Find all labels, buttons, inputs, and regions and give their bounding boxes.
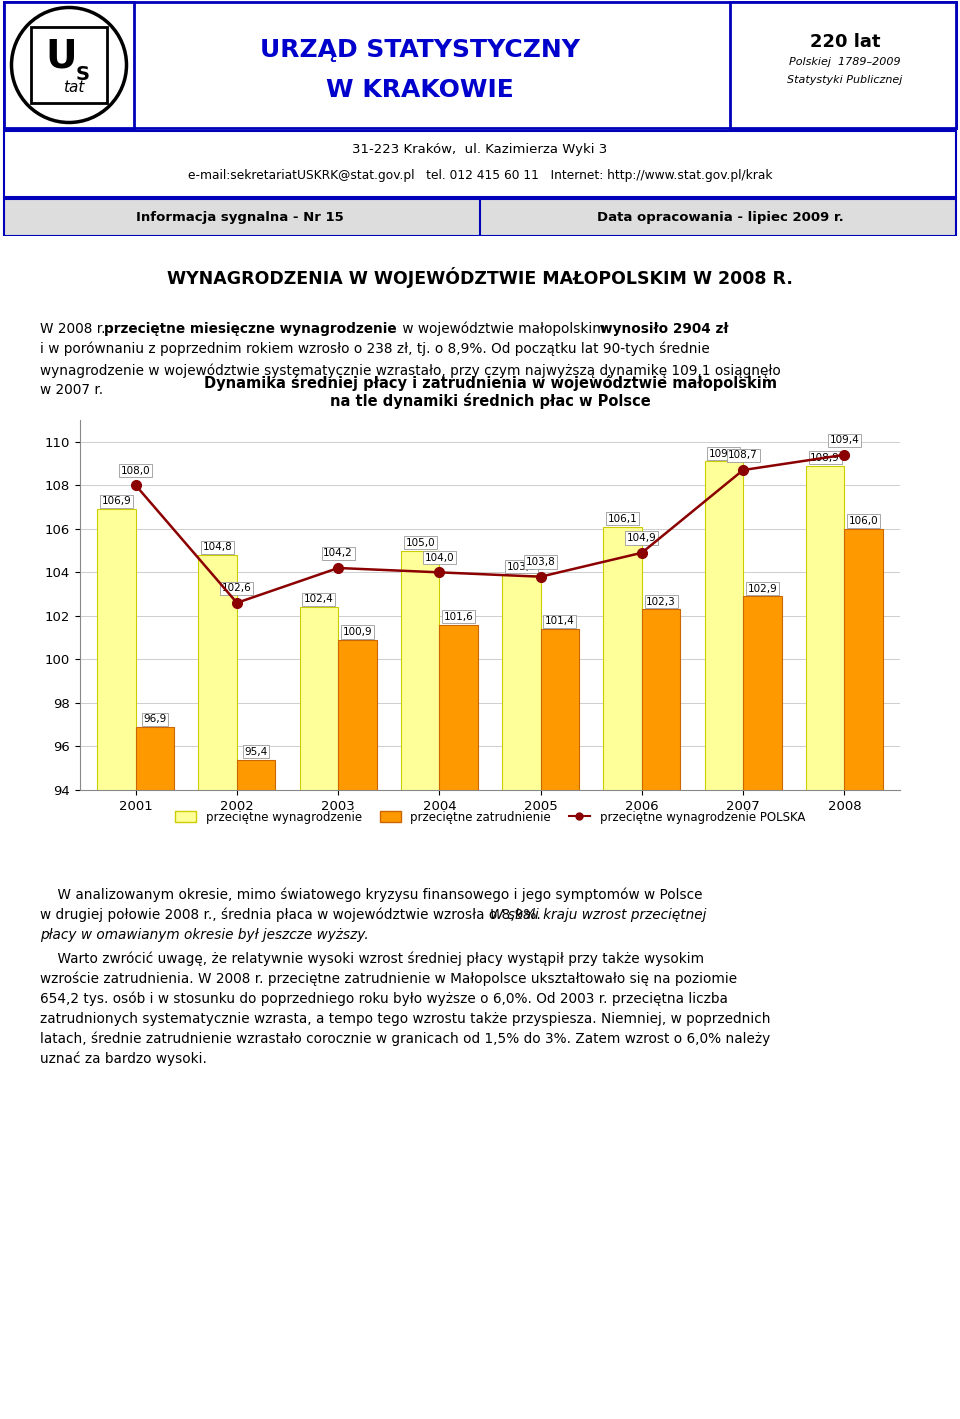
Text: W 2008 r.: W 2008 r. [40,322,109,336]
Bar [743,596,781,1419]
Text: 108,7: 108,7 [729,450,758,460]
Text: w województwie małopolskim: w województwie małopolskim [398,322,611,336]
Text: wzroście zatrudnienia. W 2008 r. przeciętne zatrudnienie w Małopolsce ukształtow: wzroście zatrudnienia. W 2008 r. przecię… [40,972,737,986]
Bar [604,526,642,1419]
Text: wynosiło 2904 zł: wynosiło 2904 zł [600,322,729,336]
Bar [199,555,237,1419]
Text: przeciętne miesięczne wynagrodzenie: przeciętne miesięczne wynagrodzenie [104,322,396,336]
Bar [31,27,107,104]
Bar [4,1,134,128]
Text: W analizowanym okresie, mimo światowego kryzysu finansowego i jego symptomów w P: W analizowanym okresie, mimo światowego … [40,888,703,902]
Bar [705,461,743,1419]
Bar [730,1,956,128]
Bar [401,551,440,1419]
Bar [237,759,276,1419]
Legend: przeciętne wynagrodzenie, przeciętne zatrudnienie, przeciętne wynagrodzenie POLS: przeciętne wynagrodzenie, przeciętne zat… [171,806,809,829]
Bar [338,640,376,1419]
Bar [300,607,338,1419]
Bar [440,624,478,1419]
Text: 101,4: 101,4 [545,616,575,626]
Text: 105,0: 105,0 [405,538,435,548]
Text: 101,6: 101,6 [444,612,473,622]
Text: 31-223 Kraków,  ul. Kazimierza Wyki 3: 31-223 Kraków, ul. Kazimierza Wyki 3 [352,143,608,156]
Text: 102,9: 102,9 [748,583,778,593]
Text: U: U [45,38,77,77]
Text: 96,9: 96,9 [143,714,166,724]
Text: Polskiej  1789–2009: Polskiej 1789–2009 [789,57,900,67]
Bar [502,575,540,1419]
Text: W KRAKOWIE: W KRAKOWIE [326,78,514,102]
Bar [97,509,135,1419]
Text: 95,4: 95,4 [245,746,268,756]
Text: Statystyki Publicznej: Statystyki Publicznej [787,75,902,85]
Text: e-mail:sekretariatUSKRK@stat.gov.pl   tel. 012 415 60 11   Internet: http://www.: e-mail:sekretariatUSKRK@stat.gov.pl tel.… [188,169,772,183]
Bar [845,529,883,1419]
Text: 103,9: 103,9 [507,562,537,572]
Bar [540,629,579,1419]
Text: tat: tat [63,79,84,95]
Text: zatrudnionych systematycznie wzrasta, a tempo tego wzrostu także przyspiesza. Ni: zatrudnionych systematycznie wzrasta, a … [40,1012,771,1026]
Text: wynagrodzenie w województwie systematycznie wzrastało, przy czym najwyższą dynam: wynagrodzenie w województwie systematycz… [40,363,780,377]
Text: 108,0: 108,0 [121,465,151,475]
Text: w 2007 r.: w 2007 r. [40,383,103,397]
Text: W skali kraju wzrost przeciętnej: W skali kraju wzrost przeciętnej [490,908,707,922]
Text: Data opracowania - lipiec 2009 r.: Data opracowania - lipiec 2009 r. [596,210,844,224]
Bar [805,465,845,1419]
Text: 108,9: 108,9 [810,453,840,463]
Text: 109,1: 109,1 [709,448,739,458]
Text: 654,2 tys. osób i w stosunku do poprzedniego roku było wyższe o 6,0%. Od 2003 r.: 654,2 tys. osób i w stosunku do poprzedn… [40,992,728,1006]
Text: 106,1: 106,1 [608,514,637,524]
Text: 109,4: 109,4 [829,436,859,446]
Text: Informacja sygnalna - Nr 15: Informacja sygnalna - Nr 15 [136,210,344,224]
Bar [642,609,681,1419]
Text: 102,4: 102,4 [304,595,334,604]
Text: w drugiej połowie 2008 r., średnia płaca w województwie wzrosła o 8,9%.: w drugiej połowie 2008 r., średnia płaca… [40,908,545,922]
Text: latach, średnie zatrudnienie wzrastało corocznie w granicach od 1,5% do 3%. Zate: latach, średnie zatrudnienie wzrastało c… [40,1032,770,1046]
Bar [135,727,174,1419]
Text: 102,6: 102,6 [222,583,252,593]
Text: 103,8: 103,8 [526,558,556,568]
Text: 102,3: 102,3 [646,596,676,606]
Text: 104,2: 104,2 [324,548,353,558]
Text: 106,0: 106,0 [849,517,878,526]
Text: 104,9: 104,9 [627,534,657,543]
Text: 220 lat: 220 lat [809,33,880,51]
Text: S: S [76,65,90,85]
Text: Warto zwrócić uwagę, że relatywnie wysoki wzrost średniej płacy wystąpił przy ta: Warto zwrócić uwagę, że relatywnie wysok… [40,952,704,966]
Text: WYNAGRODZENIA W WOJEWÓDZTWIE MAŁOPOLSKIM W 2008 R.: WYNAGRODZENIA W WOJEWÓDZTWIE MAŁOPOLSKIM… [167,268,793,288]
Text: 104,8: 104,8 [203,542,232,552]
Text: 104,0: 104,0 [424,552,454,562]
Ellipse shape [12,7,127,122]
Text: i w porównaniu z poprzednim rokiem wzrosło o 238 zł, tj. o 8,9%. Od początku lat: i w porównaniu z poprzednim rokiem wzros… [40,342,709,356]
Text: 100,9: 100,9 [343,627,372,637]
Title: Dynamika średniej płacy i zatrudnienia w województwie małopolskim
na tle dynamik: Dynamika średniej płacy i zatrudnienia w… [204,375,777,409]
Text: URZĄD STATYSTYCZNY: URZĄD STATYSTYCZNY [260,38,580,62]
Text: płacy w omawianym okresie był jeszcze wyższy.: płacy w omawianym okresie był jeszcze wy… [40,928,369,942]
Text: 106,9: 106,9 [102,497,132,507]
Text: uznać za bardzo wysoki.: uznać za bardzo wysoki. [40,1051,206,1067]
